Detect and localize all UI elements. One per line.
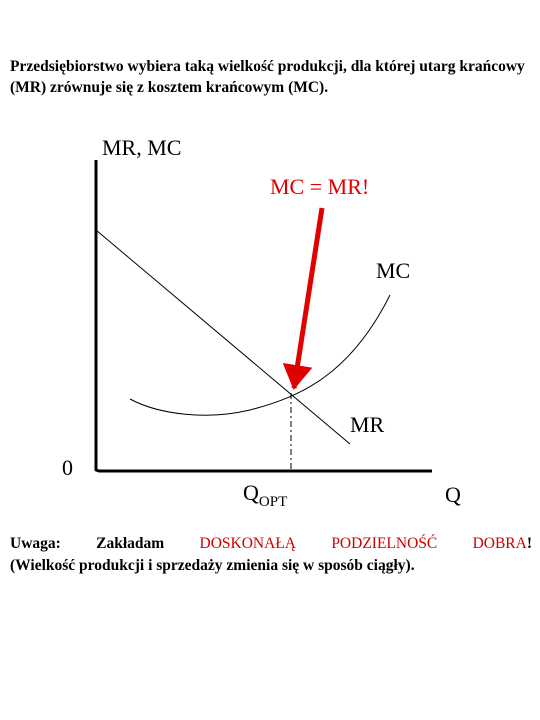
callout-text: MC = MR! — [270, 174, 369, 199]
y-axis-label: MR, MC — [102, 135, 181, 160]
q-opt-label: QOPT — [243, 480, 287, 510]
mc-curve-label: MC — [376, 258, 410, 283]
q-opt-main: Q — [243, 480, 259, 505]
note-line-2: (Wielkość produkcji i sprzedaży zmienia … — [10, 557, 415, 574]
note-word-podzielnosc: PODZIELNOŚĆ — [331, 535, 438, 552]
note-exclamation: ! — [526, 535, 532, 552]
intro-text: Przedsiębiorstwo wybiera taką wielkość p… — [10, 58, 525, 96]
note-word-dobra-group: DOBRA! — [473, 533, 532, 555]
callout-arrow — [282, 207, 325, 390]
q-opt-sub: OPT — [259, 494, 287, 510]
note-word-uwaga: Uwaga: — [10, 535, 61, 552]
note-line-1: Uwaga: Zakładam DOSKONAŁĄ PODZIELNOŚĆ DO… — [10, 533, 532, 555]
x-axis-label: Q — [445, 482, 461, 507]
note-word-doskonala: DOSKONAŁĄ — [199, 535, 296, 552]
note-word-zakladam: Zakładam — [96, 535, 165, 552]
axes — [94, 160, 432, 473]
mr-line — [95, 229, 351, 445]
origin-label: 0 — [62, 455, 73, 480]
mr-curve-label: MR — [350, 412, 385, 437]
note-word-dobra: DOBRA — [472, 535, 527, 552]
note: Uwaga: Zakładam DOSKONAŁĄ PODZIELNOŚĆ DO… — [10, 533, 532, 577]
mc-curve — [129, 294, 391, 416]
